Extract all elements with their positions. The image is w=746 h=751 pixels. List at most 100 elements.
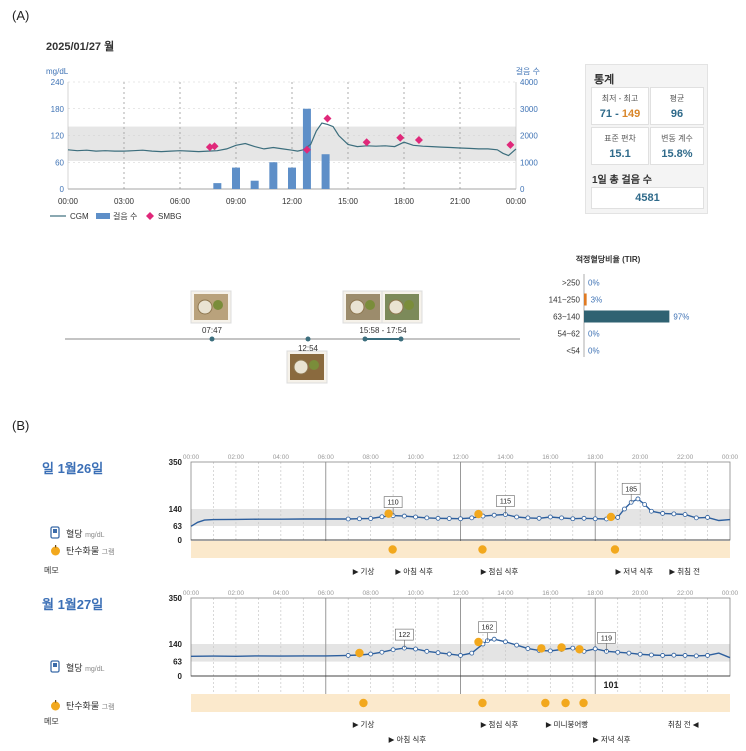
y2-tick-label: 2000	[520, 132, 538, 141]
x-tick-label: 09:00	[226, 197, 247, 206]
x-tick-label: 02:00	[228, 590, 245, 597]
carb-icon-row	[388, 545, 397, 554]
y-tick-label: 63	[173, 658, 182, 667]
glucose-point	[536, 515, 542, 521]
x-tick-label: 00:00	[722, 454, 739, 461]
x-tick-label: 21:00	[450, 197, 471, 206]
carb-row	[191, 694, 730, 712]
x-tick-label: 22:00	[677, 454, 694, 461]
glucose-point	[435, 650, 441, 656]
glucose-point	[682, 512, 688, 517]
carb-icon-chart	[575, 645, 584, 654]
steps-bar	[288, 167, 296, 189]
event-label: ▶ 미니붕어빵	[546, 719, 588, 729]
y-tick-label: 60	[55, 158, 64, 167]
x-tick-label: 14:00	[497, 454, 514, 461]
mean-value: 96	[670, 108, 684, 120]
glucose-point	[570, 645, 576, 651]
x-tick-label: 00:00	[183, 454, 200, 461]
photo-food	[365, 300, 375, 310]
glucose-point	[693, 653, 699, 659]
carb-icon-row	[541, 698, 550, 708]
tir-pct-label: 0%	[588, 330, 600, 339]
glucose-point	[615, 649, 621, 655]
meal-marker	[362, 336, 368, 342]
glucose-point	[446, 651, 452, 657]
legend-cgm: CGM	[70, 212, 89, 221]
x-tick-label: 15:00	[338, 197, 359, 206]
tir-pct-label: 0%	[588, 347, 600, 356]
meal-photo-dinner-2	[381, 290, 423, 324]
carb-unit: 그램	[101, 704, 115, 711]
carb-icon-chart	[537, 644, 546, 653]
min-value: 71	[599, 108, 613, 120]
glucose-point	[525, 515, 531, 521]
tir-range-label: >250	[562, 279, 581, 288]
legend-steps-swatch	[96, 213, 110, 219]
glucose-point	[705, 515, 710, 520]
event-label: 취침 전 ◀	[668, 719, 699, 729]
carb-icon-row	[561, 698, 570, 708]
meal-marker	[209, 336, 215, 342]
glucose-point	[581, 515, 587, 521]
steps-bar	[250, 180, 259, 189]
event-label: ▶ 점심 식후	[481, 719, 519, 729]
tir-pct-label: 3%	[591, 296, 603, 305]
photo-plate	[293, 359, 309, 375]
glucose-point	[615, 515, 621, 520]
glucose-point	[424, 515, 430, 521]
peak-label: 110	[388, 500, 399, 507]
tir-range-label: 141~250	[549, 296, 581, 305]
max-value: 149	[621, 108, 641, 120]
glucose-point	[682, 653, 688, 658]
glucose-icon	[50, 526, 60, 544]
glucose-point	[345, 516, 351, 522]
glucose-point	[357, 516, 362, 522]
glucose-point	[547, 648, 553, 654]
glucose-point	[525, 646, 531, 651]
sd-value: 15.1	[609, 148, 631, 160]
tir-pct-label: 0%	[588, 279, 600, 288]
glucose-point	[503, 639, 508, 645]
cv-card: 변동 계수 15.8%	[650, 127, 704, 165]
y-tick-label: 240	[51, 78, 65, 87]
smbg-point	[210, 142, 219, 151]
steps-bar	[213, 183, 222, 189]
minmax-card: 최저 - 최고 71 - 149	[591, 87, 649, 125]
y-tick-label: 140	[169, 505, 183, 514]
glucose-point	[648, 508, 654, 514]
y-axis-unit: mg/dL	[46, 67, 69, 76]
photo-plate	[197, 299, 213, 315]
peak-label: 115	[500, 499, 511, 506]
y-tick-label: 350	[169, 594, 183, 603]
x-tick-label: 12:00	[282, 197, 303, 206]
photo-plate	[388, 299, 404, 315]
x-tick-label: 18:00	[587, 454, 604, 461]
glucose-point	[705, 653, 710, 658]
photo-food	[213, 300, 223, 310]
legend-steps: 걸음 수	[113, 212, 137, 221]
x-tick-label: 04:00	[273, 590, 290, 597]
glucose-point	[458, 516, 463, 522]
carb-label-text: 탄수화물	[66, 546, 100, 556]
y-tick-label: 0	[178, 536, 183, 545]
day1-title: 일 1월26일	[42, 461, 104, 476]
x-tick-label: 12:00	[452, 454, 469, 461]
y-tick-label: 140	[169, 640, 183, 649]
day1-glucose-chart: 00:00 02:00 04:00 06:00 08:00 10:00 12:00 14:00…	[169, 454, 739, 576]
glucose-point	[413, 646, 418, 652]
photo-food	[309, 360, 319, 370]
x-tick-label: 20:00	[632, 454, 649, 461]
glucose-point	[469, 650, 475, 656]
meal-photo-lunch	[286, 350, 328, 384]
x-tick-label: 14:00	[497, 590, 514, 597]
sd-label: 표준 편차	[604, 134, 636, 143]
tir-bar	[584, 310, 670, 323]
event-label: ▶ 점심 식후	[481, 566, 519, 576]
carb-icon-chart	[384, 509, 393, 518]
y2-tick-label: 3000	[520, 105, 538, 114]
smbg-point	[414, 135, 423, 144]
x-tick-label: 20:00	[632, 590, 649, 597]
glucose-point	[345, 653, 351, 658]
glucose-point	[671, 511, 677, 517]
